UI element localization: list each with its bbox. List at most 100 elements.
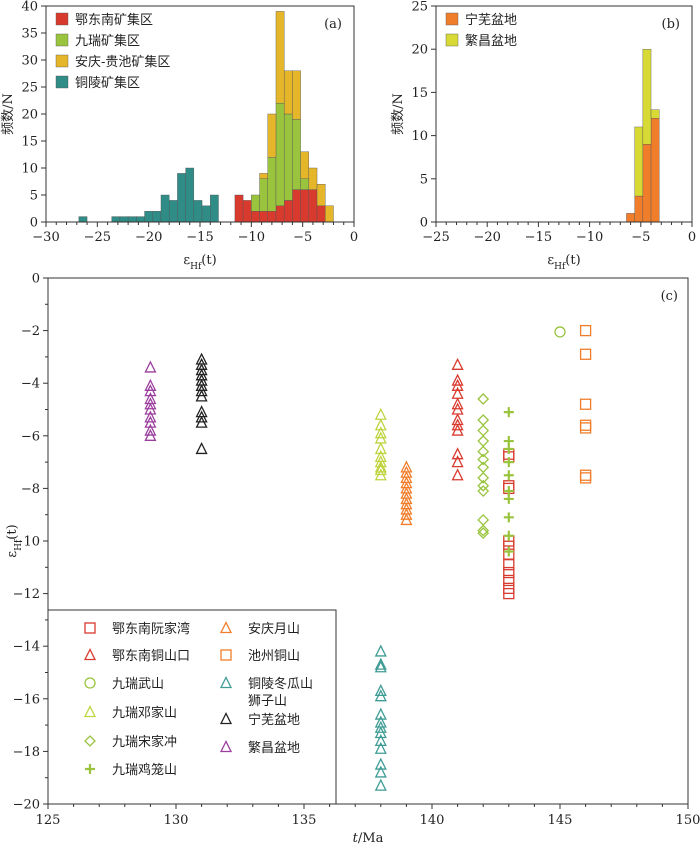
point-s3-8: [374, 463, 387, 476]
point-s8-11: [374, 757, 387, 770]
y-tick-label-a-8: 40: [21, 0, 38, 15]
y-tick-label-a-2: 10: [21, 162, 38, 177]
y-tick-label-b-0: 0: [420, 216, 428, 231]
bar-a-s2-6: [308, 167, 318, 190]
bar-a-s3-5: [144, 210, 153, 223]
legend-label-c-1: 鄂东南铜山口: [112, 648, 190, 664]
bar-a-s3-3: [127, 216, 137, 223]
legend-marker-c-0: [84, 622, 96, 634]
y-tick-label-b-5: 25: [411, 0, 428, 15]
point-s10-4: [144, 397, 157, 410]
y-tick-label-c-2: −4: [21, 377, 40, 392]
bar-a-s2-8: [325, 205, 334, 223]
y-tick-label-c-0: 0: [32, 272, 40, 287]
point-s5-6: [503, 493, 514, 504]
legend-label-c-8-line2: 狮子山: [248, 694, 287, 709]
point-s7-1: [579, 348, 592, 360]
bar-a-s3-12: [201, 205, 211, 223]
bar-b-s0-1: [634, 195, 644, 223]
point-s9-6: [195, 384, 208, 397]
legend-label-b-0: 宁芜盆地: [465, 12, 517, 28]
legend-marker-c-9: [219, 712, 233, 725]
bar-a-s0-0: [234, 194, 244, 223]
point-s7-4: [579, 422, 592, 434]
point-s10-9: [144, 428, 157, 441]
point-s8-10: [374, 741, 387, 754]
legend-label-a-3: 铜陵矿集区: [75, 75, 140, 91]
x-tick-label-c-3: 140: [420, 813, 445, 828]
point-s1-4: [451, 397, 464, 410]
panel-label-c: (c): [661, 289, 678, 304]
y-tick-label-a-1: 5: [30, 189, 38, 204]
y-tick-label-c-5: −10: [13, 535, 40, 550]
point-s4-8: [477, 479, 490, 492]
point-s5-3: [503, 457, 514, 468]
y-tick-label-c-3: −6: [21, 429, 40, 444]
point-s5-8: [503, 530, 514, 541]
bar-a-s2-2: [275, 11, 285, 104]
point-s4-12: [477, 527, 490, 540]
legend-label-c-3: 九瑞邓家山: [112, 705, 177, 721]
legend-label-c-0: 鄂东南阮家湾: [112, 621, 190, 637]
bar-b-s0-2: [642, 144, 652, 223]
y-axis-title-b: 频数/N: [391, 93, 406, 135]
x-tick-label-b-4: −5: [631, 230, 650, 245]
bar-a-s0-5: [275, 205, 285, 223]
bar-a-s2-1: [267, 113, 277, 158]
legend-label-c-8: 铜陵冬瓜山: [248, 676, 313, 692]
point-s1-0: [451, 357, 464, 370]
legend-marker-c-8: [219, 676, 233, 689]
y-tick-label-b-3: 15: [411, 86, 428, 101]
x-tick-label-a-5: −5: [293, 230, 312, 245]
y-tick-label-a-6: 30: [21, 54, 38, 69]
point-s8-4: [374, 689, 387, 702]
panel-b-histogram: −25 −20 −15 −10 −5 0 0 5 10 15 20 25 εHf(t) 频数/N (b) 宁芜…: [391, 0, 696, 272]
bar-a-s3-11: [193, 200, 203, 223]
point-s1-1: [451, 373, 464, 386]
legend-label-b-1: 繁昌盆地: [465, 33, 517, 49]
panel-a-histogram: −30 −25 −20 −15 −10 −5 0 0 5 10 15 20 25 30 35 40 εHf(t)…: [1, 0, 358, 272]
legend-label-a-0: 鄂东南矿集区: [75, 12, 153, 28]
legend-label-c-2: 九瑞武山: [112, 677, 164, 692]
legend-swatch-a-3: [55, 75, 69, 89]
y-tick-label-a-7: 35: [21, 27, 38, 42]
point-s0-9: [503, 574, 515, 587]
y-tick-label-c-8: −16: [13, 692, 40, 707]
point-s4-10: [477, 514, 490, 526]
point-s4-9: [477, 485, 490, 497]
legend-marker-c-3: [83, 705, 97, 718]
point-s1-7: [451, 418, 464, 431]
plot-frame-b: [435, 5, 693, 223]
x-tick-label-a-1: −25: [84, 230, 111, 245]
legend-label-c-10: 繁昌盆地: [248, 740, 300, 756]
point-s10-0: [144, 360, 157, 373]
point-s10-8: [144, 423, 157, 436]
bar-a-s2-4: [292, 70, 301, 120]
bar-a-s0-7: [292, 189, 301, 223]
point-s8-1: [374, 657, 387, 670]
legend-box-c: [47, 609, 337, 805]
point-s1-8: [451, 423, 464, 436]
point-s8-3: [374, 683, 387, 697]
legend-marker-c-2: [84, 677, 96, 689]
y-tick-label-b-4: 20: [411, 43, 428, 58]
y-tick-label-b-2: 10: [411, 129, 428, 144]
point-s5-7: [503, 512, 514, 523]
bar-a-s3-0: [78, 216, 88, 223]
x-tick-label-a-4: −10: [238, 230, 265, 245]
y-tick-label-c-4: −8: [21, 482, 40, 497]
legend-swatch-a-2: [55, 54, 69, 68]
y-tick-label-c-7: −14: [13, 640, 40, 655]
point-s10-6: [144, 410, 157, 423]
point-s7-6: [579, 472, 592, 484]
bar-a-s0-10: [316, 205, 326, 223]
point-s3-1: [374, 418, 387, 431]
bar-a-s3-9: [177, 173, 186, 223]
point-s5-2: [503, 443, 514, 454]
bar-a-s1-2: [267, 156, 277, 212]
point-s8-7: [374, 720, 387, 733]
bar-a-s0-6: [283, 200, 293, 223]
point-s2-0: [554, 326, 566, 338]
bar-a-s3-8: [168, 200, 178, 223]
